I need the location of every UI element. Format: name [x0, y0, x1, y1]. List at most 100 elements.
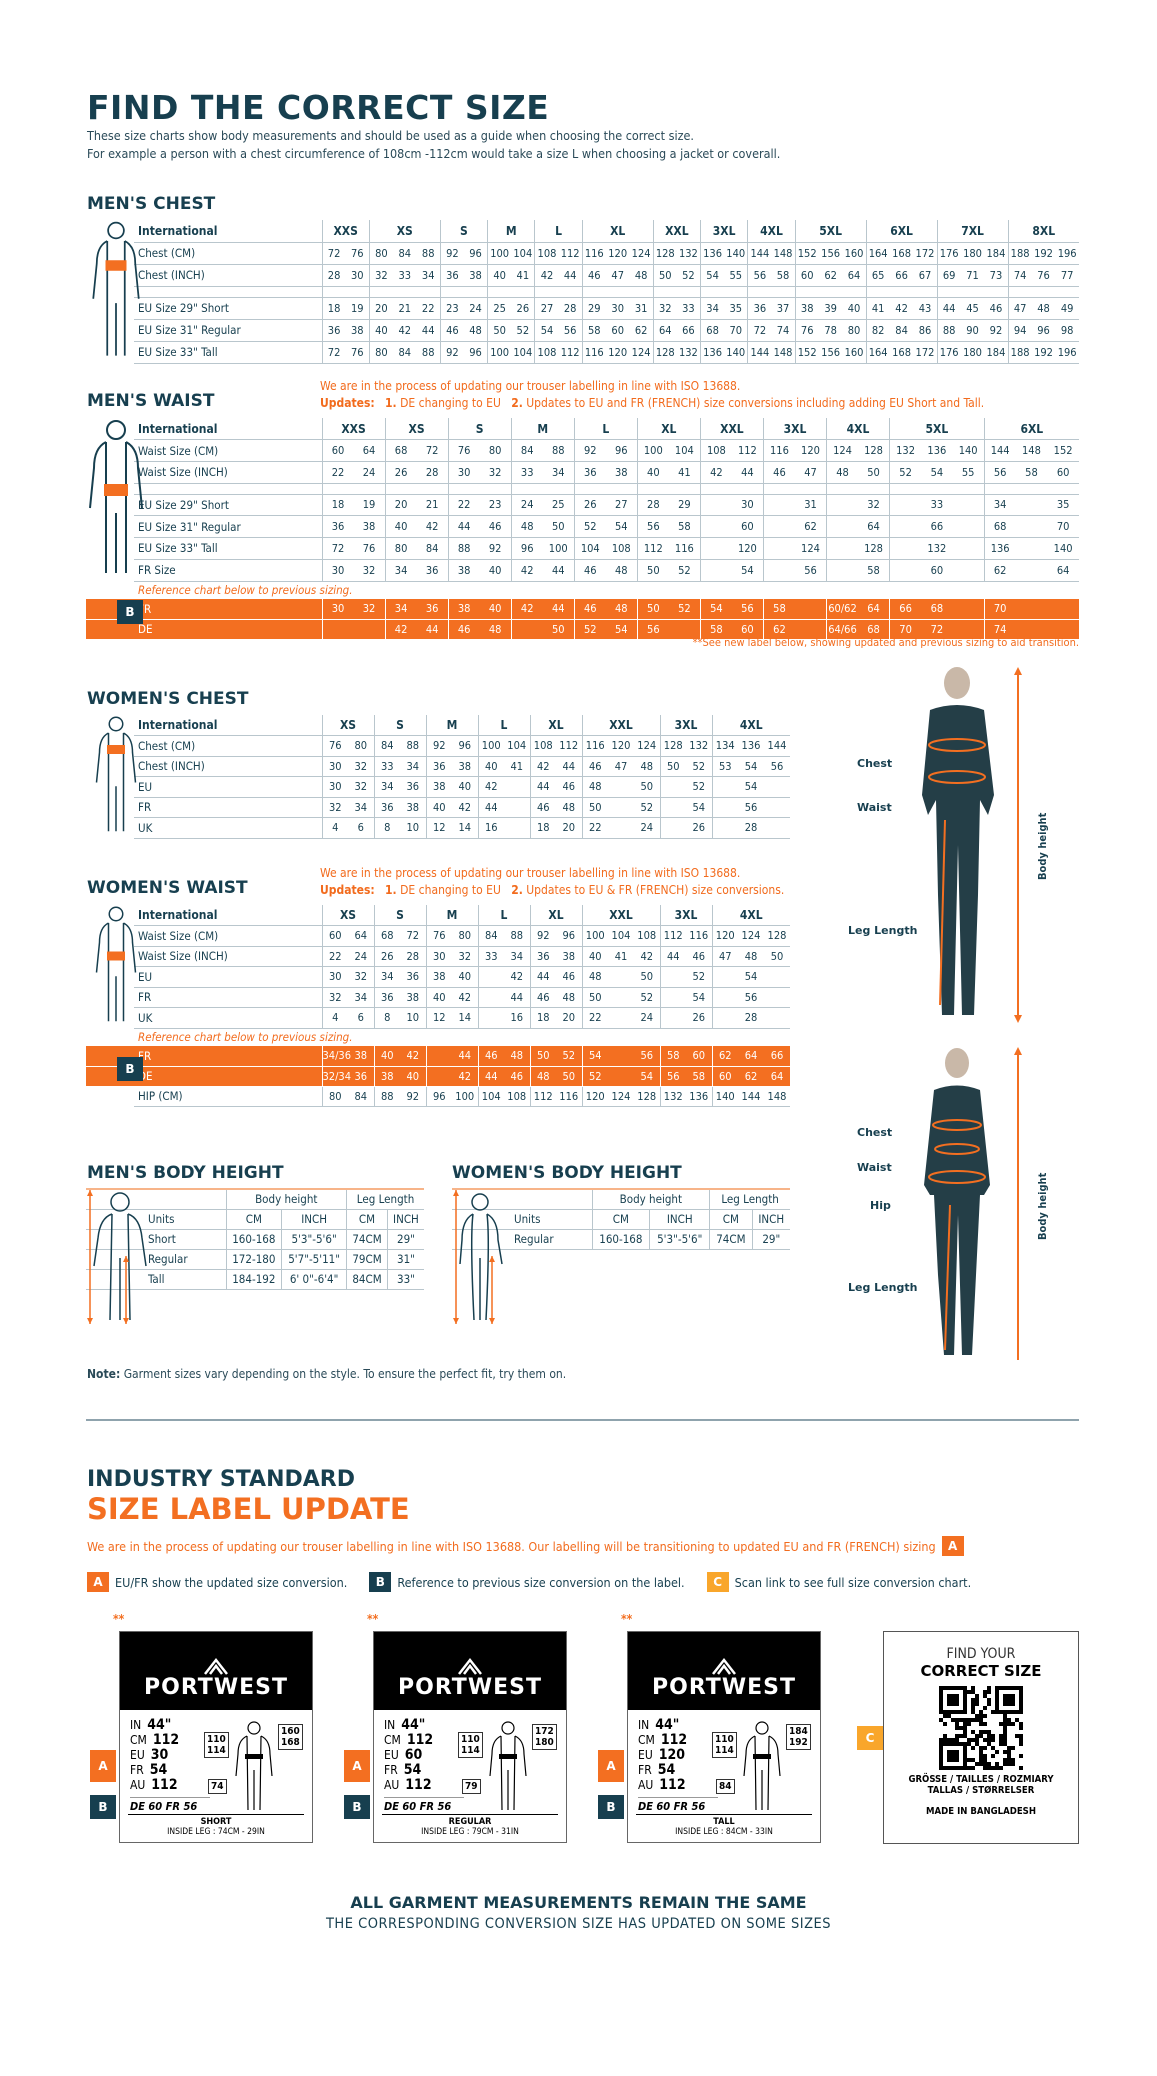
table-cell: 64 [858, 599, 890, 620]
table-cell: 34 [700, 297, 725, 320]
legend-text: EU/FR show the updated size conversion. [115, 1574, 348, 1590]
table-cell: 40 [368, 319, 393, 342]
table-cell: 47 [711, 946, 738, 967]
spacer [858, 483, 890, 495]
table-cell: 38 [447, 599, 480, 620]
table-cell [762, 494, 795, 517]
spacer [699, 483, 732, 495]
table-cell: 32 [353, 559, 386, 582]
spacer [353, 483, 386, 495]
table-cell: 76 [321, 735, 348, 757]
table-cell: 36 [425, 756, 452, 777]
row-label: Waist Size (INCH) [134, 946, 322, 967]
row-label: EU Size 33" Tall [134, 537, 322, 560]
table-cell: 58 [581, 319, 606, 342]
table-cell: 68 [384, 439, 417, 462]
table-row: EU Size 31" Regular 36 38 40 42 44 46 48 50 52 54 5… [86, 319, 1079, 342]
table-cell: 40 [452, 776, 478, 798]
table-cell: 160-168 [591, 1229, 650, 1250]
table-cell: 38 [353, 515, 386, 538]
table-cell: 42 [504, 966, 530, 988]
table-cell: 104 [608, 925, 634, 947]
table-cell: 34 [400, 756, 426, 777]
table-cell: 68 [858, 619, 890, 640]
table-cell [477, 1007, 504, 1029]
table-cell: 128 [858, 439, 890, 462]
table-cell: 32/34 [321, 1066, 351, 1087]
table-cell [764, 817, 790, 839]
table-cell: 164 [865, 341, 890, 364]
table-cell [711, 966, 738, 988]
table-cell: 36 [529, 946, 556, 967]
row-label: Chest (CM) [134, 735, 322, 757]
table-row: Tall 184-192 6' 0"-6'4" 84CM 33" [86, 1269, 424, 1290]
table-cell: 32 [348, 776, 374, 798]
table-cell: 36 [373, 987, 400, 1008]
table-cell: 22 [321, 461, 354, 484]
table-cell: 70 [724, 319, 748, 342]
unit-header: INCH [281, 1209, 347, 1230]
table-row: EU Size 29" Short 18 19 20 21 22 23 24 25 26 27 28 2… [86, 297, 1079, 320]
label-size-value: 112 [406, 1732, 434, 1748]
table-cell: 112 [558, 242, 583, 265]
label-size-row: EU 60 [384, 1748, 433, 1763]
spacer [511, 286, 535, 298]
table-cell: 188 [1007, 242, 1032, 265]
table-cell: 40 [581, 946, 608, 967]
table-cell: 36 [416, 599, 449, 620]
note-label: Note: [87, 1367, 121, 1381]
table-cell [1015, 537, 1048, 560]
table-cell: 56 [794, 559, 827, 582]
table-cell: 112 [659, 925, 686, 947]
table-cell: 60 [605, 319, 630, 342]
table-cell: 140 [952, 439, 985, 462]
table-cell: 120 [605, 242, 630, 265]
size-header: XS [321, 715, 374, 736]
table-cell: 40 [400, 1066, 426, 1087]
table-cell: 66 [764, 1046, 790, 1067]
portwest-logo-icon [204, 1657, 228, 1675]
table-cell: 116 [556, 1086, 582, 1107]
table-cell: 36 [373, 797, 400, 818]
table-cell: 56 [764, 756, 790, 777]
spacer [984, 286, 1009, 298]
table-cell: 124 [629, 341, 654, 364]
table-cell: 24 [353, 461, 386, 484]
label-size-row: IN 44" [130, 1718, 179, 1733]
table-cell: 30 [321, 559, 354, 582]
table-cell: 96 [463, 341, 488, 364]
spacer [573, 483, 606, 495]
spacer [636, 483, 669, 495]
table-cell: 38 [452, 756, 478, 777]
table-cell: 36 [747, 297, 772, 320]
table-cell: 50 [542, 619, 575, 640]
spacer [1015, 483, 1048, 495]
table-cell: 24 [463, 297, 488, 320]
table-cell: 42 [416, 515, 449, 538]
legend-item: B Reference to previous size conversion o… [369, 1572, 685, 1592]
label-size-row: FR 54 [638, 1763, 687, 1778]
table-row: EU Size 33" Tall 72 76 80 84 88 92 96 100 104 108 1… [86, 341, 1079, 364]
table-cell: 28 [400, 946, 426, 967]
spacer [392, 286, 417, 298]
size-header: L [534, 220, 583, 243]
table-cell: 50 [634, 776, 660, 798]
units-row: Units CM INCH CM INCH [452, 1209, 790, 1230]
table-cell: 48 [581, 966, 608, 988]
intro-line: These size charts show body measurements… [87, 128, 694, 143]
table-cell: 22 [581, 817, 608, 839]
spacer [510, 483, 543, 495]
table-cell: 48 [634, 756, 660, 777]
waist-value: 114 [715, 1745, 734, 1756]
inside-leg: INSIDE LEG : 84CM - 33IN [675, 1827, 773, 1837]
table-cell: 49 [1055, 297, 1079, 320]
update-text: DE changing to EU [400, 883, 501, 897]
row-label: Waist Size (INCH) [134, 461, 322, 484]
womens-waist-title: WOMEN'S WAIST [87, 878, 248, 898]
table-cell: 40 [452, 966, 478, 988]
table-cell: 34 [384, 559, 417, 582]
table-cell [659, 1007, 686, 1029]
table-cell: 60 [731, 515, 764, 538]
table-cell: 52 [634, 797, 660, 818]
qr-code-icon[interactable] [939, 1686, 1023, 1770]
